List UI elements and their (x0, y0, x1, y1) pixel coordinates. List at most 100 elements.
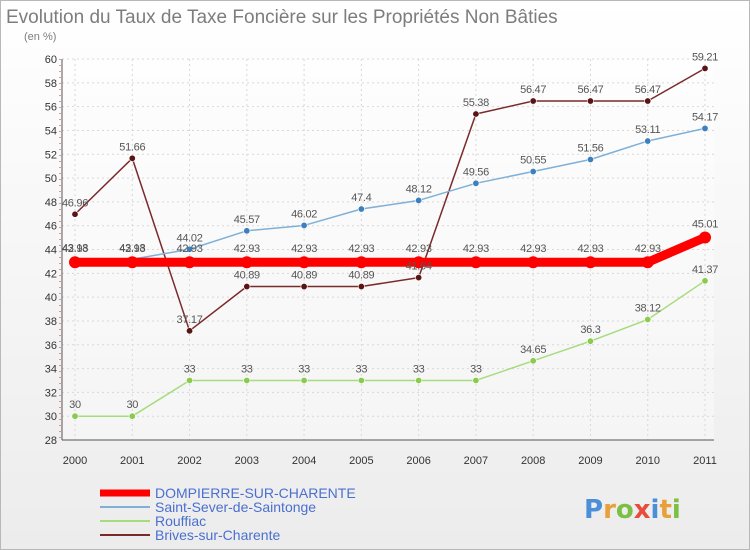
y-tick-label: 44 (45, 245, 57, 257)
data-point (357, 376, 365, 384)
data-label: 43.18 (62, 242, 88, 254)
data-label: 33 (184, 363, 196, 375)
y-tick-label: 58 (45, 78, 57, 90)
data-label: 56.47 (577, 84, 603, 96)
x-tick-label: 2005 (349, 455, 373, 467)
logo-letter: t (659, 495, 671, 525)
data-label: 50.55 (520, 155, 546, 167)
y-tick-label: 36 (45, 340, 57, 352)
data-point (128, 154, 136, 162)
data-point (644, 316, 652, 324)
x-tick-label: 2003 (235, 455, 259, 467)
data-label: 40.89 (348, 270, 374, 282)
data-point (472, 110, 480, 118)
data-point (243, 227, 251, 235)
data-label: 42.93 (119, 243, 145, 255)
legend-label: DOMPIERRE-SUR-CHARENTE (155, 485, 356, 501)
x-tick-label: 2007 (464, 455, 488, 467)
x-tick-label: 2011 (693, 455, 717, 467)
data-label: 53.11 (635, 124, 660, 136)
data-point (701, 64, 709, 72)
x-tick-label: 2010 (635, 455, 659, 467)
proxiti-logo: Proxiti (584, 495, 681, 525)
data-point (586, 155, 594, 163)
data-point (71, 210, 79, 218)
data-point (584, 256, 597, 269)
series-line (74, 280, 706, 417)
data-point (300, 376, 308, 384)
axes: 28 30 32 34 36 38 40 42 44 46 48 50 52 54 56 58 60 2000 20… (45, 54, 717, 467)
data-label: 48.12 (406, 183, 432, 195)
data-label: 42.93 (177, 243, 203, 255)
data-label: 33 (241, 363, 253, 375)
data-point (415, 274, 423, 282)
series-line (74, 127, 706, 261)
data-label: 45.01 (692, 218, 718, 230)
data-point (186, 327, 194, 335)
logo-letter: r (603, 495, 616, 525)
data-label: 33 (413, 363, 425, 375)
proxiti-wordmark: Proxiti (584, 495, 681, 525)
data-label: 41.64 (406, 261, 432, 273)
data-label: 33 (356, 363, 368, 375)
data-point (69, 256, 81, 269)
data-label: 42.93 (406, 243, 432, 255)
x-tick-label: 2004 (292, 455, 316, 467)
data-label: 40.89 (291, 270, 317, 282)
x-tick-label: 2000 (63, 455, 87, 467)
logo-letter: o (616, 495, 634, 525)
x-tick-label: 2008 (521, 455, 545, 467)
data-label: 33 (298, 363, 310, 375)
data-point (701, 277, 709, 285)
data-label: 46.02 (291, 208, 317, 220)
data-label: 30 (126, 399, 138, 411)
y-tick-label: 48 (45, 197, 57, 209)
y-tick-label: 30 (45, 411, 57, 423)
data-point (641, 256, 654, 269)
data-label: 33 (470, 363, 482, 375)
data-point (644, 97, 652, 105)
data-point (415, 196, 423, 204)
data-label: 51.66 (119, 141, 145, 153)
legend: DOMPIERRE-SUR-CHARENTESaint-Sever-de-Sai… (100, 485, 356, 543)
data-label: 49.56 (463, 166, 489, 178)
y-tick-label: 40 (45, 292, 57, 304)
y-tick-label: 34 (45, 364, 57, 376)
data-point (529, 97, 537, 105)
data-label: 42.93 (520, 243, 546, 255)
data-point (586, 97, 594, 105)
data-point (469, 256, 482, 269)
y-tick-label: 42 (45, 268, 57, 280)
data-label: 42.93 (291, 243, 317, 255)
data-label: 56.47 (635, 84, 661, 96)
grid (62, 58, 714, 441)
data-point (128, 412, 136, 420)
data-point (527, 256, 540, 269)
series-saint-sever-de-saintonge (71, 124, 709, 263)
logo-letter: i (672, 495, 681, 525)
x-tick-label: 2001 (120, 455, 144, 467)
y-tick-label: 60 (45, 54, 57, 66)
data-label: 47.4 (351, 192, 371, 204)
data-label: 46.96 (62, 197, 88, 209)
x-tick-label: 2009 (578, 455, 602, 467)
data-point (472, 376, 480, 384)
series-line (74, 67, 706, 332)
logo-letter: i (651, 495, 660, 525)
data-point (357, 283, 365, 291)
data-label: 45.57 (234, 214, 260, 226)
data-label: 56.47 (520, 84, 546, 96)
data-point (71, 412, 79, 420)
data-point (300, 221, 308, 229)
data-point (529, 168, 537, 176)
data-label: 30 (69, 399, 81, 411)
data-label: 42.93 (577, 243, 603, 255)
data-point (529, 357, 537, 365)
data-label: 36.3 (580, 324, 600, 336)
y-tick-label: 52 (45, 149, 57, 161)
y-tick-label: 46 (45, 221, 57, 233)
x-tick-label: 2006 (406, 455, 430, 467)
legend-label: Brives-sur-Charente (155, 527, 280, 543)
data-label: 42.93 (62, 243, 88, 255)
